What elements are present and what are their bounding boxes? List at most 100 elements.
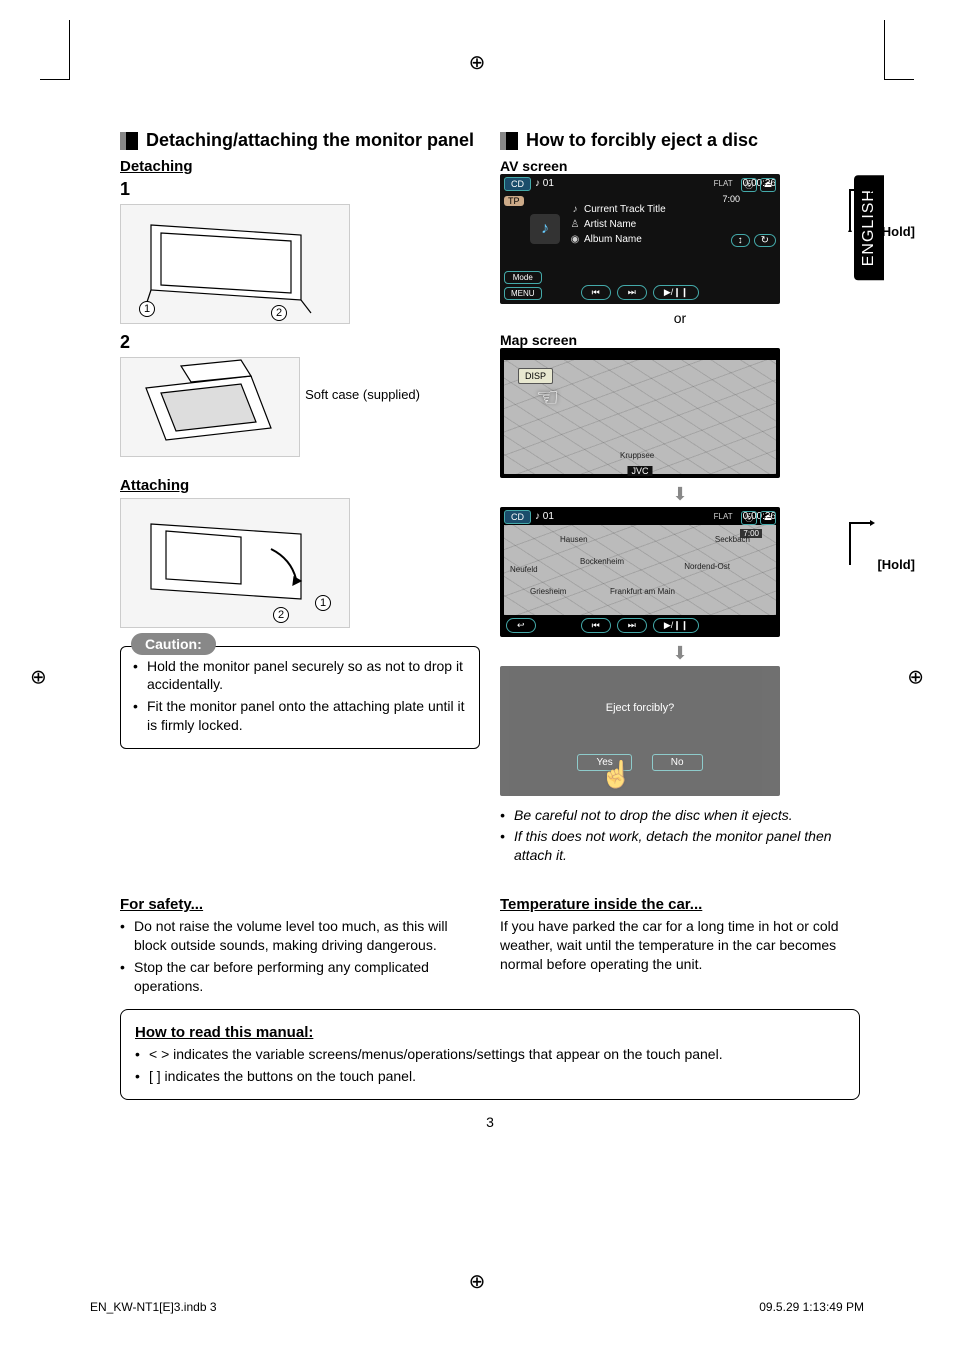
manual-list: < > indicates the variable screens/menus…: [135, 1045, 845, 1086]
no-button[interactable]: No: [652, 754, 703, 771]
safety-heading: For safety...: [120, 896, 480, 913]
track-indicator: ♪ 01: [535, 178, 554, 189]
crop-mark-tl: [40, 20, 70, 80]
clock: 7:00: [722, 194, 740, 204]
shuffle-button[interactable]: ↻: [754, 234, 776, 247]
hold-label: [Hold]: [877, 557, 915, 572]
caution-item: Fit the monitor panel onto the attaching…: [133, 697, 467, 735]
next-button[interactable]: ⏭: [617, 618, 647, 633]
manual-box: How to read this manual: < > indicates t…: [120, 1009, 860, 1100]
temperature-body: If you have parked the car for a long ti…: [500, 917, 860, 974]
hold-arrow-icon: [848, 184, 878, 234]
eject-question: Eject forcibly?: [500, 666, 780, 714]
caution-box: Caution: Hold the monitor panel securely…: [120, 646, 480, 750]
back-button[interactable]: ↩: [506, 618, 536, 633]
footer: EN_KW-NT1[E]3.indb 3 09.5.29 1:13:49 PM: [90, 1300, 864, 1314]
right-column: How to forcibly eject a disc AV screen C…: [500, 130, 860, 868]
play-button[interactable]: ▶/❙❙: [653, 285, 700, 300]
disp-button[interactable]: DISP: [518, 368, 553, 384]
mode-button[interactable]: Mode: [504, 271, 542, 284]
map-screen-disp: DISP Kruppsee JVC ☜: [500, 348, 780, 478]
album-name: Album Name: [584, 234, 642, 245]
left-column: Detaching/attaching the monitor panel De…: [120, 130, 480, 868]
map-place-label: Neufeld: [510, 565, 538, 574]
footer-filename: EN_KW-NT1[E]3.indb 3: [90, 1300, 217, 1314]
eq-label: FLAT: [714, 179, 733, 188]
track-indicator: ♪ 01: [535, 511, 554, 522]
softcase-label: Soft case (supplied): [305, 387, 420, 402]
artist-icon: ♙: [570, 217, 580, 232]
detaching-heading: Detaching: [120, 158, 480, 175]
step-1: 1: [120, 179, 480, 200]
page-number: 3: [120, 1114, 860, 1130]
softcase-illustration: [121, 358, 301, 458]
page-content: Detaching/attaching the monitor panel De…: [120, 130, 860, 1130]
eject-dialog-screen: Eject forcibly? Yes No ☝: [500, 666, 780, 796]
prev-button[interactable]: ⏮: [581, 285, 611, 300]
map-screen-nav: CD ♪ 01 FLAT 0:00:26 ⓑ ⏏ Hausen Seckbach…: [500, 507, 780, 637]
map-screen-heading: Map screen: [500, 332, 860, 348]
section-heading-eject: How to forcibly eject a disc: [500, 130, 860, 152]
map-place-label: Griesheim: [530, 587, 566, 596]
monitor-illustration-2: [121, 499, 351, 629]
cd-badge: CD: [504, 510, 531, 524]
eject-notes: Be careful not to drop the disc when it …: [500, 806, 860, 866]
updown-button[interactable]: ↕: [731, 234, 750, 247]
registration-mark-bottom: ⊕: [469, 1269, 486, 1294]
temperature-block: Temperature inside the car... If you hav…: [500, 892, 860, 999]
eject-icon[interactable]: ⏏: [760, 511, 776, 525]
eject-icon[interactable]: ⏏: [760, 178, 776, 192]
map-place-label: Frankfurt am Main: [610, 587, 675, 596]
section-mark-icon: [120, 132, 138, 150]
footer-timestamp: 09.5.29 1:13:49 PM: [759, 1300, 864, 1314]
safety-block: For safety... Do not raise the volume le…: [120, 892, 480, 999]
yes-button[interactable]: Yes: [577, 754, 631, 771]
tp-badge: TP: [504, 196, 524, 206]
av-screen: CD ♪ 01 FLAT 0:00:26 TP 7:00 ⓑ ⏏ ♪ ♪Curr: [500, 174, 780, 304]
play-button[interactable]: ▶/❙❙: [653, 618, 700, 633]
caution-label: Caution:: [131, 633, 216, 655]
cd-badge: CD: [504, 177, 531, 191]
safety-item: Stop the car before performing any compl…: [120, 958, 480, 996]
registration-mark-left: ⊕: [30, 665, 47, 690]
safety-list: Do not raise the volume level too much, …: [120, 917, 480, 996]
manual-item: [ ] indicates the buttons on the touch p…: [135, 1067, 845, 1086]
safety-item: Do not raise the volume level too much, …: [120, 917, 480, 955]
down-arrow-icon: ⬇: [500, 643, 860, 664]
crop-mark-tr: [884, 20, 914, 80]
callout-a1: 1: [315, 595, 331, 611]
map-place-label: Hausen: [560, 535, 588, 544]
prev-button[interactable]: ⏮: [581, 618, 611, 633]
bluetooth-icon: ⓑ: [741, 178, 757, 192]
callout-a2: 2: [273, 607, 289, 623]
figure-detach-1: 1 2: [120, 204, 350, 324]
callout-2: 2: [271, 305, 287, 321]
or-label: or: [500, 310, 860, 326]
jvc-label: JVC: [627, 466, 652, 476]
eq-label: FLAT: [714, 512, 733, 521]
attaching-heading: Attaching: [120, 477, 480, 494]
bluetooth-icon: ⓑ: [741, 511, 757, 525]
note-item: Be careful not to drop the disc when it …: [500, 806, 860, 825]
artist-name: Artist Name: [584, 219, 636, 230]
manual-heading: How to read this manual:: [135, 1024, 845, 1041]
map-place-label: Kruppsee: [620, 451, 654, 460]
album-icon: ◉: [570, 232, 580, 247]
callout-1: 1: [139, 301, 155, 317]
step-2: 2: [120, 332, 480, 353]
map-place-label: Seckbach: [715, 535, 750, 544]
note-item: If this does not work, detach the monito…: [500, 827, 860, 865]
map-place-label: Bockenheim: [580, 557, 624, 566]
caution-list: Hold the monitor panel securely so as no…: [133, 657, 467, 736]
figure-attach: 1 2: [120, 498, 350, 628]
next-button[interactable]: ⏭: [617, 285, 647, 300]
map-place-label: Nordend-Ost: [684, 562, 730, 571]
section-heading-detach: Detaching/attaching the monitor panel: [120, 130, 480, 152]
down-arrow-icon: ⬇: [500, 484, 860, 505]
section-title-text: How to forcibly eject a disc: [526, 130, 758, 152]
hold-arrow-icon: [848, 517, 878, 567]
temperature-heading: Temperature inside the car...: [500, 896, 860, 913]
hold-label: [Hold]: [877, 224, 915, 239]
caution-item: Hold the monitor panel securely so as no…: [133, 657, 467, 695]
section-mark-icon: [500, 132, 518, 150]
